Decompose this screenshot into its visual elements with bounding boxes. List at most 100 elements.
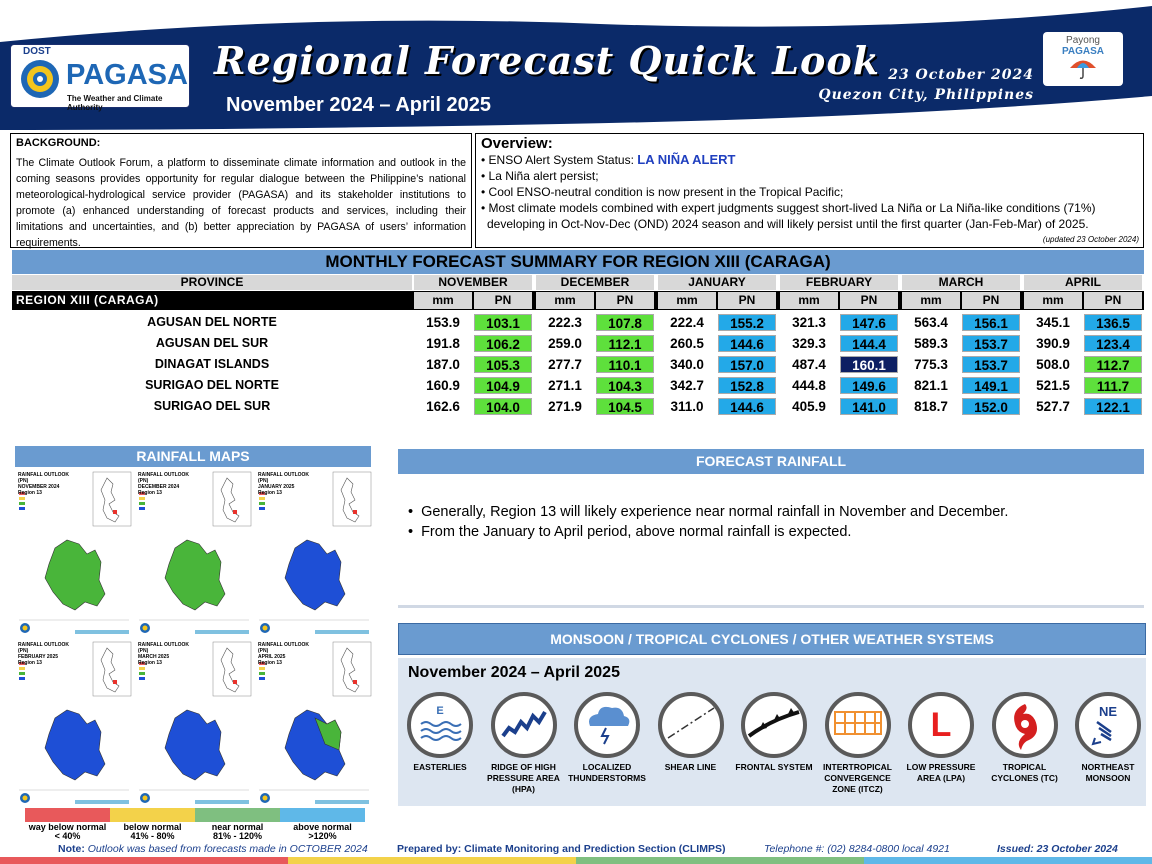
note-label: Note:	[58, 843, 85, 855]
month-header: DECEMBER	[536, 275, 654, 290]
enso-status: LA NIÑA ALERT	[637, 152, 736, 167]
legend-category: near normal	[211, 822, 264, 832]
legend-range: >120%	[308, 831, 337, 841]
map-graphic	[139, 471, 252, 634]
weather-system-badge	[824, 692, 891, 758]
itcz-icon	[833, 711, 882, 735]
legend-swatch	[25, 808, 110, 822]
mm-subheader: mm	[780, 292, 838, 309]
map-graphic	[19, 641, 132, 804]
rainfall-mm-cell: 191.8	[426, 336, 460, 351]
weather-system-badge	[657, 692, 724, 758]
map-title: RAINFALL OUTLOOK (PN) JANUARY 2025 Regio…	[258, 472, 310, 496]
note-text: Outlook was based from forecasts made in…	[84, 843, 368, 855]
rainfall-mm-cell: 444.8	[792, 378, 826, 393]
footer-note: Note: Outlook was based from forecasts m…	[58, 843, 368, 855]
province-name: SURIGAO DEL NORTE	[145, 378, 279, 392]
weather-system-label: NORTHEAST MONSOON	[1081, 762, 1135, 783]
rainfall-mm-cell: 187.0	[426, 357, 460, 372]
rainfall-mm-cell: 340.0	[670, 357, 704, 372]
percent-normal-cell: 149.1	[962, 377, 1020, 394]
percent-normal-cell: 152.0	[962, 398, 1020, 415]
shear-line-icon	[667, 707, 714, 739]
legend-range: < 40%	[54, 831, 81, 841]
legend-category: way below normal	[28, 822, 107, 832]
thunderstorm-icon	[589, 706, 630, 745]
weather-system-label: EASTERLIES	[413, 762, 467, 772]
legend-category: above normal	[293, 822, 352, 832]
rainfall-map: RAINFALL OUTLOOK (PN) NOVEMBER 2024 Regi…	[15, 470, 133, 640]
map-title: RAINFALL OUTLOOK (PN) DECEMBER 2024 Regi…	[138, 472, 190, 496]
weather-system-item: LOCALIZED THUNDERSTORMS	[565, 692, 649, 784]
pn-subheader: PN	[596, 292, 654, 309]
weather-system-label: LOW PRESSURE AREA (LPA)	[906, 762, 976, 783]
percent-normal-cell: 105.3	[474, 356, 532, 373]
month-header: JANUARY	[658, 275, 776, 290]
weather-system-label: TROPICAL CYCLONES (TC)	[991, 762, 1058, 783]
forecast-bullet: From the January to April period, above …	[408, 522, 1008, 542]
map-graphic	[19, 471, 132, 634]
weather-system-label: FRONTAL SYSTEM	[735, 762, 813, 772]
weather-system-label: SHEAR LINE	[664, 762, 717, 772]
month-header: APRIL	[1024, 275, 1142, 290]
percent-normal-cell: 104.9	[474, 377, 532, 394]
rainfall-mm-cell: 508.0	[1036, 357, 1070, 372]
percent-normal-cell: 144.4	[840, 335, 898, 352]
issue-date: 23 October 2024	[888, 67, 1034, 83]
agency-name: PAGASA	[66, 59, 188, 91]
percent-normal-cell: 112.7	[1084, 356, 1142, 373]
mm-subheader: mm	[902, 292, 960, 309]
percent-normal-cell: 144.6	[718, 398, 776, 415]
rainfall-map: RAINFALL OUTLOOK (PN) FEBRUARY 2025 Regi…	[15, 640, 133, 810]
month-header: MARCH	[902, 275, 1020, 290]
percent-normal-cell: 152.8	[718, 377, 776, 394]
background-section: BACKGROUND: The Climate Outlook Forum, a…	[10, 133, 472, 249]
weather-system-item: TROPICAL CYCLONES (TC)	[983, 692, 1067, 784]
percent-normal-cell: 149.6	[840, 377, 898, 394]
region-label: REGION XIII (CARAGA)	[12, 291, 412, 310]
rainfall-maps-title: RAINFALL MAPS	[15, 446, 371, 467]
weather-system-badge: NE	[1075, 692, 1141, 758]
province-name: AGUSAN DEL SUR	[155, 336, 269, 350]
rainfall-mm-cell: 222.4	[670, 315, 704, 330]
weather-system-badge: L	[908, 692, 974, 758]
percent-normal-cell: 104.3	[596, 377, 654, 394]
legend-label: way below normal < 40%	[25, 823, 110, 841]
map-title: RAINFALL OUTLOOK (PN) MARCH 2025 Region …	[138, 642, 190, 666]
overview-bullet: developing in Oct-Nov-Dec (OND) 2024 sea…	[487, 217, 1089, 231]
footer: Note: Outlook was based from forecasts m…	[0, 843, 1152, 857]
percent-normal-cell: 144.6	[718, 335, 776, 352]
weather-system-badge	[741, 692, 807, 758]
rainfall-mm-cell: 390.9	[1036, 336, 1070, 351]
weather-system-item: L LOW PRESSURE AREA (LPA)	[899, 692, 983, 784]
overview-bullet: • Most climate models combined with expe…	[481, 201, 1096, 215]
rainfall-mm-cell: 321.3	[792, 315, 826, 330]
forecast-rainfall-section: Generally, Region 13 will likely experie…	[398, 474, 1144, 608]
frontal-system-icon	[747, 708, 800, 738]
percent-normal-cell: 122.1	[1084, 398, 1142, 415]
rainfall-mm-cell: 521.5	[1036, 378, 1070, 393]
legend-label: below normal 41% - 80%	[110, 823, 195, 841]
forecast-bullet: Generally, Region 13 will likely experie…	[408, 502, 1008, 522]
pagasa-seal-icon	[21, 60, 59, 98]
rainfall-mm-cell: 329.3	[792, 336, 826, 351]
background-text: The Climate Outlook Forum, a platform to…	[16, 157, 466, 249]
easterlies-icon: E	[420, 705, 462, 741]
percent-normal-cell: 112.1	[596, 335, 654, 352]
weather-systems-period: November 2024 – April 2025	[408, 664, 620, 681]
map-title: RAINFALL OUTLOOK (PN) NOVEMBER 2024 Regi…	[18, 472, 70, 496]
map-title: RAINFALL OUTLOOK (PN) APRIL 2025 Region …	[258, 642, 310, 666]
percent-normal-cell: 147.6	[840, 314, 898, 331]
pn-subheader: PN	[1084, 292, 1142, 309]
legend-swatch	[110, 808, 195, 822]
umbrella-icon	[1070, 60, 1096, 79]
lpa-icon: L	[931, 706, 952, 744]
map-title: RAINFALL OUTLOOK (PN) FEBRUARY 2025 Regi…	[18, 642, 70, 666]
rainfall-mm-cell: 527.7	[1036, 399, 1070, 414]
province-header: PROVINCE	[12, 275, 412, 290]
overview-bullet: • La Niña alert persist;	[481, 169, 599, 183]
weather-system-badge	[991, 692, 1058, 758]
map-graphic	[259, 471, 372, 634]
footer-telephone: Telephone #: (02) 8284-0800 local 4921	[764, 843, 950, 855]
percent-normal-cell: 110.1	[596, 356, 654, 373]
